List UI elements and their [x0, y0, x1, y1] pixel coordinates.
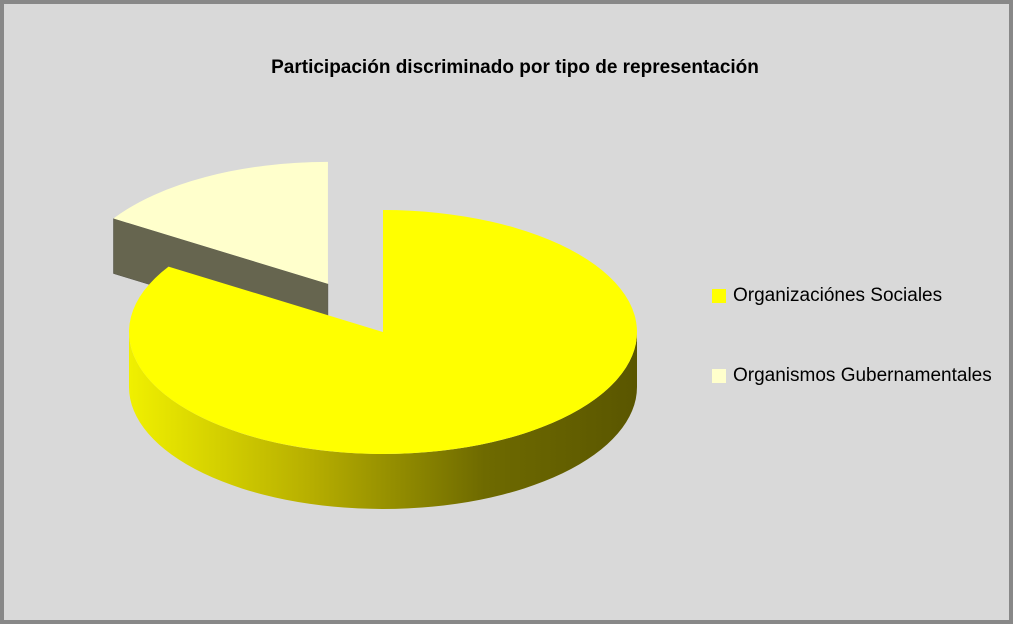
- chart-title: Participación discriminado por tipo de r…: [271, 57, 759, 78]
- pie-slice: [128, 210, 637, 454]
- legend-swatch: [712, 369, 726, 383]
- slice-side: [129, 332, 637, 509]
- legend-swatch: [712, 289, 726, 303]
- legend-label: Organizaciónes Sociales: [733, 285, 942, 306]
- pie-slice: [113, 161, 328, 284]
- legend-label: Organismos Gubernamentales: [733, 365, 992, 386]
